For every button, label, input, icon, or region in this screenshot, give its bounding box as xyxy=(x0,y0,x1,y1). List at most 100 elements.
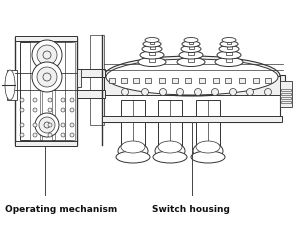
Ellipse shape xyxy=(181,46,201,53)
Bar xyxy=(150,41,154,45)
Bar xyxy=(172,79,178,84)
Ellipse shape xyxy=(61,133,65,137)
Ellipse shape xyxy=(179,52,203,60)
Ellipse shape xyxy=(61,124,65,127)
Bar xyxy=(7,71,17,101)
Bar xyxy=(189,41,193,45)
Ellipse shape xyxy=(155,142,185,160)
Bar xyxy=(77,91,105,99)
Ellipse shape xyxy=(5,71,15,101)
Ellipse shape xyxy=(43,52,51,60)
Ellipse shape xyxy=(33,124,37,127)
Ellipse shape xyxy=(37,46,57,66)
Bar xyxy=(188,45,194,50)
Bar xyxy=(77,70,105,78)
Ellipse shape xyxy=(143,42,161,48)
Bar xyxy=(133,79,139,84)
Ellipse shape xyxy=(191,151,225,163)
Ellipse shape xyxy=(230,89,236,96)
Ellipse shape xyxy=(20,99,24,103)
Ellipse shape xyxy=(61,99,65,103)
Bar xyxy=(15,141,77,146)
Bar xyxy=(227,41,231,45)
Bar xyxy=(213,79,219,84)
Ellipse shape xyxy=(158,141,182,153)
Ellipse shape xyxy=(177,58,205,67)
Ellipse shape xyxy=(194,89,202,96)
Bar xyxy=(226,45,232,50)
Ellipse shape xyxy=(48,108,52,112)
Bar xyxy=(15,38,77,145)
Ellipse shape xyxy=(48,133,52,137)
Bar xyxy=(253,79,259,84)
Bar xyxy=(77,70,81,88)
Bar xyxy=(55,43,65,140)
Ellipse shape xyxy=(48,99,52,103)
Bar xyxy=(65,43,75,140)
Bar xyxy=(280,82,292,108)
Bar xyxy=(121,101,145,157)
Ellipse shape xyxy=(44,122,50,128)
Ellipse shape xyxy=(140,52,164,60)
Ellipse shape xyxy=(32,41,62,71)
Bar xyxy=(149,50,155,56)
Ellipse shape xyxy=(142,89,148,96)
Ellipse shape xyxy=(61,108,65,112)
Ellipse shape xyxy=(70,108,74,112)
Bar xyxy=(226,56,232,63)
Bar xyxy=(104,76,280,122)
Ellipse shape xyxy=(106,60,278,96)
Ellipse shape xyxy=(184,38,198,43)
Bar xyxy=(109,79,115,84)
Ellipse shape xyxy=(220,42,238,48)
Ellipse shape xyxy=(219,46,239,53)
Bar xyxy=(188,56,194,63)
Ellipse shape xyxy=(118,142,148,160)
Ellipse shape xyxy=(33,99,37,103)
Ellipse shape xyxy=(104,57,280,97)
Bar xyxy=(158,101,182,157)
Ellipse shape xyxy=(212,89,218,96)
Bar xyxy=(185,79,191,84)
Bar xyxy=(149,45,154,50)
Bar xyxy=(159,79,165,84)
Ellipse shape xyxy=(142,46,162,53)
Bar xyxy=(188,50,194,56)
Bar xyxy=(281,98,291,99)
Ellipse shape xyxy=(33,133,37,137)
Bar xyxy=(104,77,280,96)
Ellipse shape xyxy=(32,63,62,93)
Ellipse shape xyxy=(222,38,236,43)
Ellipse shape xyxy=(176,89,184,96)
Text: Switch housing: Switch housing xyxy=(152,205,230,214)
Bar xyxy=(15,37,77,42)
Ellipse shape xyxy=(265,89,272,96)
Bar xyxy=(145,79,151,84)
Ellipse shape xyxy=(182,42,200,48)
Ellipse shape xyxy=(39,117,55,133)
Ellipse shape xyxy=(70,133,74,137)
Ellipse shape xyxy=(37,68,57,88)
Bar xyxy=(265,79,271,84)
Bar xyxy=(42,43,52,140)
Ellipse shape xyxy=(145,38,159,43)
Ellipse shape xyxy=(138,58,166,67)
Ellipse shape xyxy=(35,113,59,137)
Ellipse shape xyxy=(116,151,150,163)
Ellipse shape xyxy=(20,133,24,137)
Bar xyxy=(281,94,291,96)
Bar xyxy=(281,90,291,92)
Ellipse shape xyxy=(20,124,24,127)
Ellipse shape xyxy=(217,52,241,60)
Ellipse shape xyxy=(247,89,254,96)
Text: Operating mechanism: Operating mechanism xyxy=(5,205,117,214)
Bar xyxy=(90,36,104,126)
Ellipse shape xyxy=(122,89,128,96)
Ellipse shape xyxy=(121,141,145,153)
Bar xyxy=(121,79,127,84)
Ellipse shape xyxy=(160,89,167,96)
Ellipse shape xyxy=(48,124,52,127)
Bar xyxy=(20,43,72,140)
Bar xyxy=(102,117,282,122)
Ellipse shape xyxy=(20,108,24,112)
